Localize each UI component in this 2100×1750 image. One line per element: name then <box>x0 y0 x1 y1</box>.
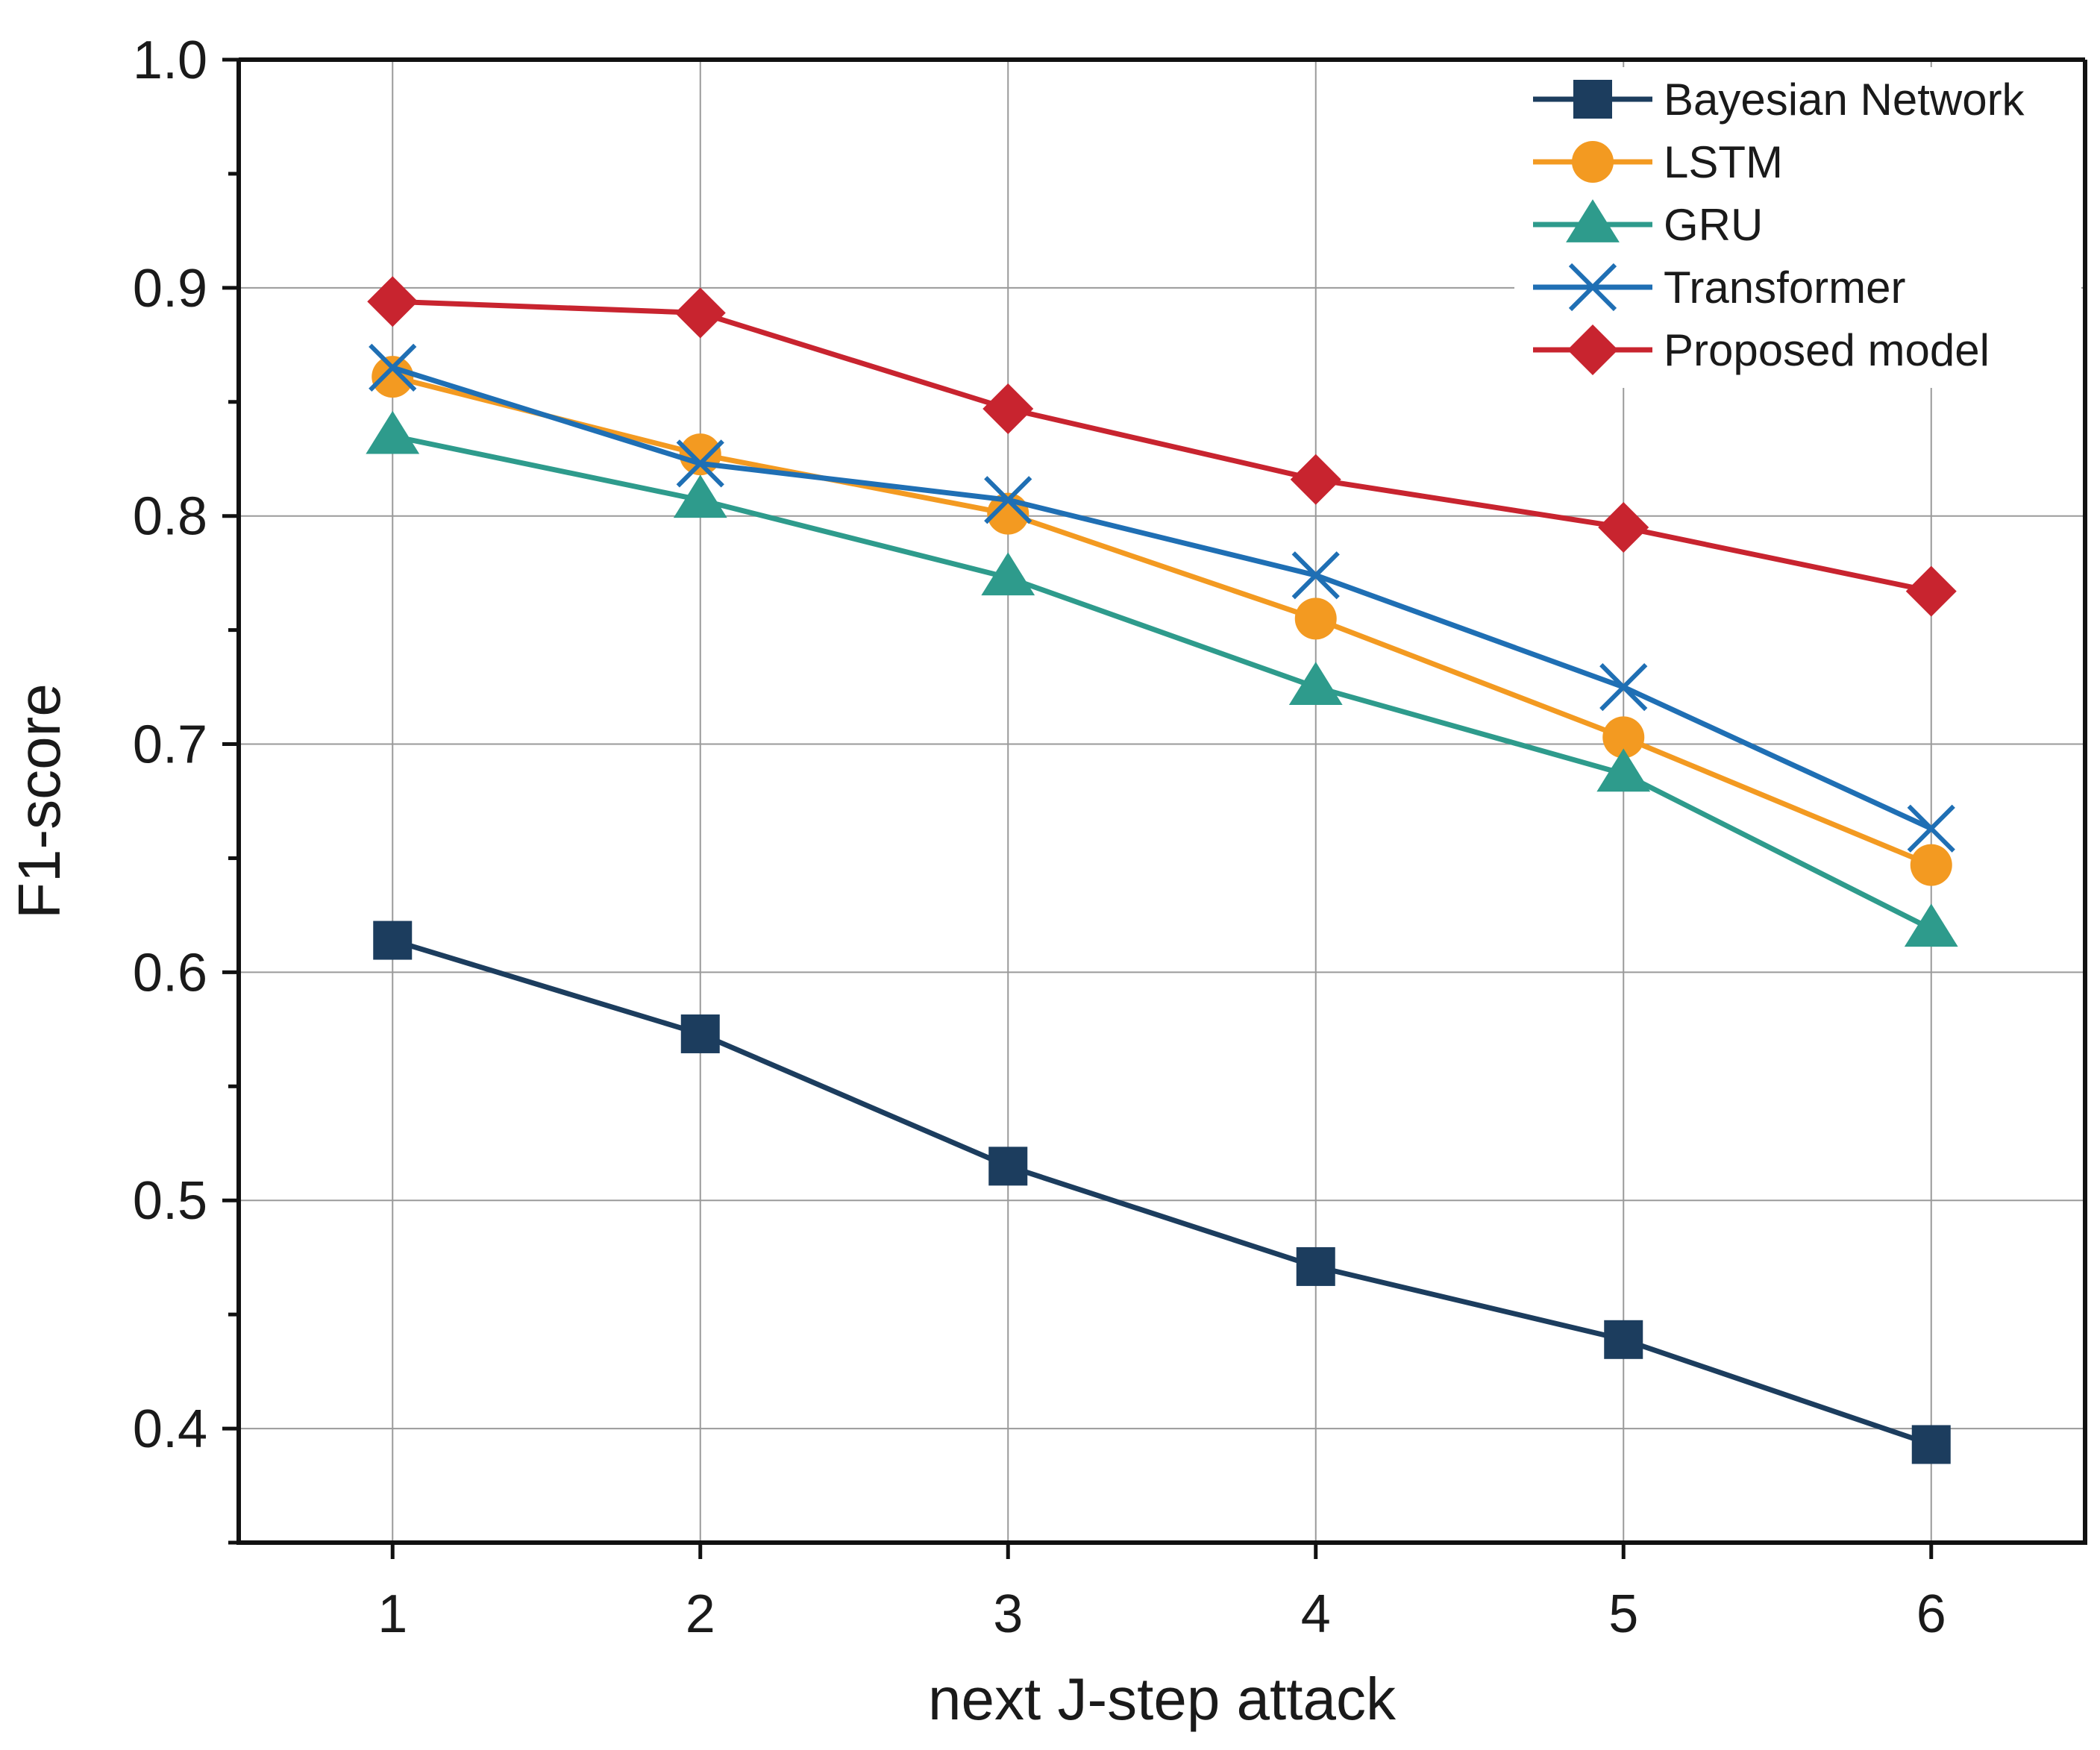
data-point-gru <box>1596 748 1651 792</box>
data-point-proposed-model <box>1598 501 1649 553</box>
data-point-gru <box>366 410 420 454</box>
legend-marker-proposed-model <box>1567 324 1618 375</box>
data-point-gru <box>1904 903 1958 947</box>
x-tick-label: 1 <box>377 1584 407 1644</box>
y-tick-label: 0.4 <box>133 1399 207 1459</box>
series-line-transformer <box>392 365 1933 831</box>
data-point-proposed-model <box>674 287 726 339</box>
data-point-lstm <box>1910 844 1952 886</box>
legend-label-proposed-model: Proposed model <box>1664 325 1990 375</box>
legend-marker-bayesian-network <box>1573 80 1612 119</box>
data-point-transformer <box>1291 551 1340 600</box>
series-bayesian-network <box>373 921 1951 1464</box>
data-point-gru <box>1288 662 1343 705</box>
y-tick-label: 0.6 <box>133 943 207 1003</box>
data-point-transformer <box>984 476 1032 524</box>
series-line-lstm <box>392 374 1933 868</box>
data-point-bayesian-network <box>1911 1425 1951 1464</box>
y-tick-label: 0.9 <box>133 259 207 319</box>
data-point-proposed-model <box>367 276 419 327</box>
x-tick-label: 3 <box>993 1584 1023 1644</box>
data-point-transformer <box>676 439 724 488</box>
data-point-bayesian-network <box>373 921 413 960</box>
legend-label-lstm: LSTM <box>1664 137 1783 187</box>
data-point-lstm <box>1602 716 1645 759</box>
data-point-transformer <box>369 343 417 392</box>
data-point-lstm <box>1294 598 1337 640</box>
data-point-proposed-model <box>1905 565 1957 617</box>
y-tick-label: 0.7 <box>133 715 207 775</box>
data-point-bayesian-network <box>1296 1246 1335 1286</box>
legend-label-bayesian-network: Bayesian Network <box>1664 75 2025 125</box>
series-gru <box>366 410 1958 947</box>
data-point-gru <box>981 552 1035 596</box>
y-axis-title: F1-score <box>6 683 72 919</box>
legend-label-transformer: Transformer <box>1664 263 1906 313</box>
x-tick-label: 6 <box>1916 1584 1946 1644</box>
data-point-bayesian-network <box>1604 1320 1643 1359</box>
y-tick-label: 1.0 <box>133 31 207 90</box>
legend-marker-gru <box>1566 199 1620 242</box>
legend-marker-lstm <box>1572 141 1614 183</box>
series-line-bayesian-network <box>392 938 1932 1447</box>
series-transformer <box>369 343 1955 853</box>
series-lstm <box>372 356 1952 886</box>
data-point-transformer <box>1907 804 1955 853</box>
legend: Bayesian Network LSTM GRU Transformer Propos… <box>1514 67 2081 388</box>
series-proposed-model <box>367 276 1957 617</box>
series-line-proposed-model <box>392 298 1932 595</box>
axes-frame <box>236 60 2087 1545</box>
series-layer <box>366 276 1958 1464</box>
y-tick-label: 0.8 <box>133 487 207 547</box>
series-line-gru <box>392 433 1933 932</box>
x-axis-title: next J-step attack <box>928 1666 1397 1732</box>
data-point-bayesian-network <box>988 1147 1028 1186</box>
axes-layer: 1 2 3 4 5 6 0.4 0.5 0.6 0.7 0.8 0.9 1.0 <box>133 31 2087 1644</box>
x-tick-label: 2 <box>686 1584 715 1644</box>
data-point-gru <box>673 474 727 518</box>
x-tick-label: 5 <box>1608 1584 1638 1644</box>
data-point-lstm <box>679 433 721 476</box>
data-point-proposed-model <box>982 383 1034 434</box>
data-point-bayesian-network <box>680 1014 720 1053</box>
y-tick-label: 0.5 <box>133 1171 207 1231</box>
data-point-lstm <box>372 356 414 398</box>
data-point-proposed-model <box>1290 454 1341 505</box>
legend-marker-transformer <box>1568 263 1617 312</box>
data-point-transformer <box>1599 662 1648 712</box>
legend-label-gru: GRU <box>1664 200 1763 250</box>
x-tick-label: 4 <box>1301 1584 1331 1644</box>
